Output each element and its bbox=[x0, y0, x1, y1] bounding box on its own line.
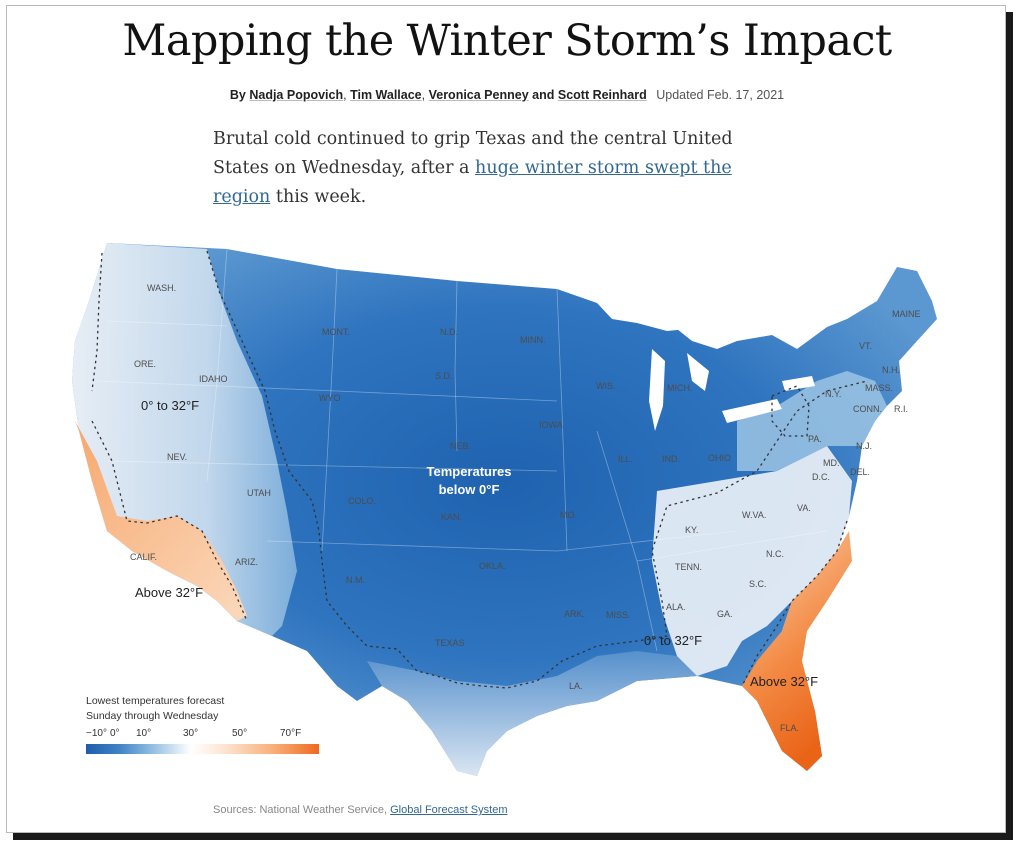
state-label: MD. bbox=[823, 458, 840, 468]
article-frame: Mapping the Winter Storm’s Impact By Nad… bbox=[6, 5, 1006, 833]
state-label: GA. bbox=[717, 609, 733, 619]
state-label: W.VA. bbox=[742, 510, 766, 520]
legend-title-line-1: Lowest temperatures forecast bbox=[86, 695, 225, 707]
state-label: DEL. bbox=[850, 467, 870, 477]
state-label: MO. bbox=[560, 510, 577, 520]
great-lakes bbox=[597, 303, 815, 431]
legend-tick: 10° bbox=[136, 728, 152, 739]
legend-title-line-2: Sunday through Wednesday bbox=[86, 710, 219, 722]
state-label: MINN. bbox=[520, 335, 546, 345]
state-label: WASH. bbox=[147, 283, 176, 293]
legend-tick: 0° bbox=[110, 728, 120, 739]
state-label: TEXAS bbox=[435, 638, 465, 648]
state-label: D.C. bbox=[812, 472, 830, 482]
state-label: MICH. bbox=[667, 383, 693, 393]
author-link[interactable]: Scott Reinhard bbox=[557, 88, 647, 102]
zone-label-cold-core-2: below 0°F bbox=[439, 482, 500, 497]
state-label: ARK. bbox=[564, 609, 585, 619]
state-label: MAINE bbox=[892, 309, 921, 319]
state-label: KY. bbox=[685, 525, 698, 535]
author-link[interactable]: Veronica Penney bbox=[428, 88, 529, 102]
state-label: NEB. bbox=[450, 441, 471, 451]
legend-tick: 30° bbox=[183, 728, 199, 739]
sources-text: Sources: National Weather Service, bbox=[213, 804, 388, 816]
temperature-map: WASH. ORE. IDAHO MONT. WYO NEV. UTAH CAL… bbox=[37, 231, 967, 811]
state-borders bbox=[96, 248, 828, 652]
state-label: VT. bbox=[859, 341, 872, 351]
zone-label-southeast: 0° to 32°F bbox=[644, 633, 702, 648]
gulf-coast-zone bbox=[367, 651, 697, 776]
legend-tick: −10° bbox=[86, 728, 107, 739]
state-label: ALA. bbox=[666, 602, 686, 612]
southeast-mild-zone bbox=[652, 446, 852, 676]
gfs-source-link[interactable]: Global Forecast System bbox=[390, 804, 508, 816]
byline: By Nadja Popovich, Tim Wallace, Veronica… bbox=[229, 88, 785, 102]
state-label: PA. bbox=[808, 434, 822, 444]
state-label: IND. bbox=[662, 454, 680, 464]
state-label: N.H. bbox=[882, 365, 900, 375]
state-label: N.C. bbox=[766, 549, 784, 559]
state-label: N.J. bbox=[856, 441, 872, 451]
state-label: N.D. bbox=[440, 327, 458, 337]
state-label: MONT. bbox=[322, 327, 350, 337]
state-label: R.I. bbox=[894, 404, 908, 414]
state-label: S.D. bbox=[435, 371, 453, 381]
state-label: ILL. bbox=[618, 454, 633, 464]
us-map-svg: WASH. ORE. IDAHO MONT. WYO NEV. UTAH CAL… bbox=[72, 243, 937, 776]
lede-text: Brutal cold continued to grip Texas and … bbox=[213, 129, 733, 178]
southwest-warm-zone bbox=[75, 421, 247, 621]
state-label: WIS. bbox=[596, 381, 616, 391]
state-label: KAN. bbox=[441, 512, 462, 522]
state-labels: WASH. ORE. IDAHO MONT. WYO NEV. UTAH CAL… bbox=[130, 283, 921, 733]
state-label: WYO bbox=[319, 393, 341, 403]
state-label: CONN. bbox=[853, 404, 882, 414]
lede-paragraph: Brutal cold continued to grip Texas and … bbox=[213, 125, 773, 212]
state-label: IOWA bbox=[539, 420, 563, 430]
legend-ticks: −10° 0° 10° 30° 50° 70°F bbox=[86, 728, 326, 742]
state-label: N.Y. bbox=[825, 389, 841, 399]
state-label: COLO. bbox=[348, 496, 376, 506]
state-label: IDAHO bbox=[199, 374, 228, 384]
updated-date: Updated Feb. 17, 2021 bbox=[656, 88, 785, 102]
state-label: ARIZ. bbox=[235, 557, 258, 567]
legend-tick: 70°F bbox=[280, 728, 302, 739]
florida-warm-zone bbox=[742, 531, 852, 771]
state-label: TENN. bbox=[675, 562, 702, 572]
state-label: N.M. bbox=[346, 575, 365, 585]
zone-label-southwest: Above 32°F bbox=[135, 585, 203, 600]
headline: Mapping the Winter Storm’s Impact bbox=[122, 16, 892, 66]
lede-text-end: this week. bbox=[275, 187, 367, 207]
storm-article-link[interactable]: huge winter storm swept the region bbox=[213, 158, 732, 207]
northeast-mild-zone bbox=[737, 371, 887, 471]
state-label: FLA. bbox=[780, 723, 799, 733]
state-label: UTAH bbox=[247, 488, 271, 498]
legend-color-bar bbox=[86, 744, 319, 754]
temperature-legend: Lowest temperatures forecast Sunday thro… bbox=[86, 694, 326, 754]
state-label: CALIF. bbox=[130, 552, 157, 562]
state-label: MASS. bbox=[865, 383, 893, 393]
author-link[interactable]: Tim Wallace bbox=[350, 88, 422, 102]
state-label: MISS. bbox=[606, 610, 631, 620]
state-label: NEV. bbox=[167, 452, 187, 462]
state-label: OHIO bbox=[708, 453, 731, 463]
state-label: OKLA. bbox=[479, 561, 506, 571]
legend-tick: 50° bbox=[232, 728, 248, 739]
sources-note: Sources: National Weather Service, Globa… bbox=[213, 804, 507, 816]
state-label: LA. bbox=[569, 681, 583, 691]
author-link[interactable]: Nadja Popovich bbox=[249, 88, 344, 102]
isotherm-lines bbox=[91, 250, 868, 689]
zone-label-west: 0° to 32°F bbox=[141, 398, 199, 413]
state-label: S.C. bbox=[749, 579, 767, 589]
zone-label-florida: Above 32°F bbox=[750, 674, 818, 689]
zone-label-cold-core-1: Temperatures bbox=[426, 464, 511, 479]
byline-prefix: By bbox=[229, 88, 246, 102]
state-label: VA. bbox=[797, 503, 811, 513]
byline-and: and bbox=[532, 88, 555, 102]
state-label: ORE. bbox=[134, 359, 156, 369]
